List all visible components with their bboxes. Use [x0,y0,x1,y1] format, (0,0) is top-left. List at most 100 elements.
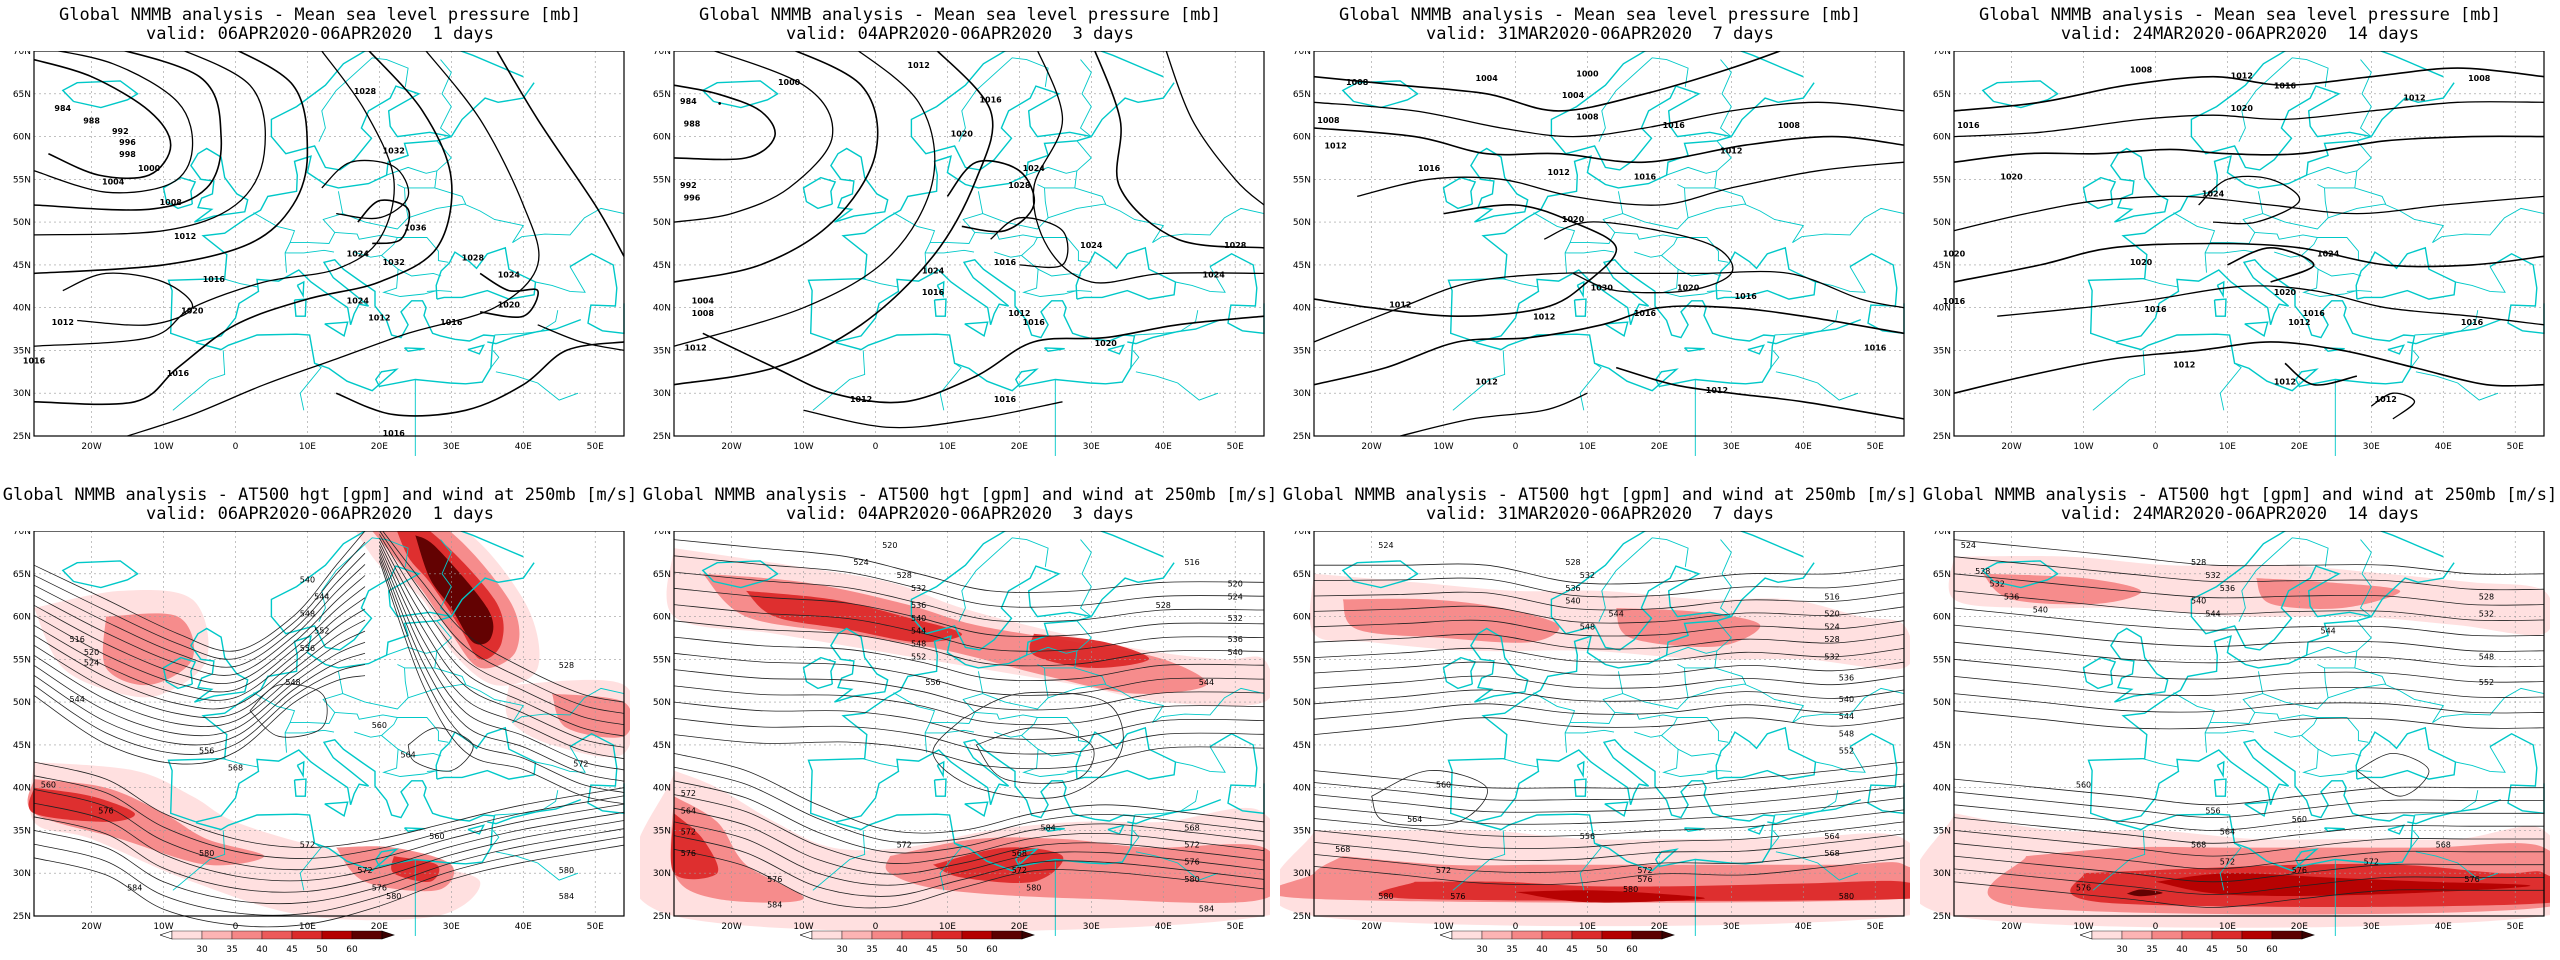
lon-label: 40E [1155,922,1172,932]
lat-label: 60N [653,613,671,623]
lat-label: 25N [1933,432,1951,442]
lat-label: 25N [13,432,31,442]
panel-title: Global NMMB analysis - Mean sea level pr… [1979,5,2501,25]
colorbar-tick: 60 [986,945,998,955]
contour-label: 572 [1012,866,1027,875]
lat-label: 70N [1293,51,1311,57]
contour-label: 1016 [167,369,190,378]
colorbar-bin [1631,930,1663,940]
lon-label: 10E [299,442,316,452]
panel-title: Global NMMB analysis - AT500 hgt [gpm] a… [2,485,638,505]
contour-label: 532 [1990,580,2005,589]
contour-label: 1016 [1634,172,1657,181]
contour-label: 1032 [383,147,405,156]
contour-label: 1028 [462,254,485,263]
contour-label: 532 [1824,652,1839,661]
lat-label: 50N [1293,218,1311,228]
lat-label: 60N [1293,613,1311,623]
lat-label: 40N [1933,304,1951,314]
contour-label: 548 [285,678,300,687]
contour-label: 1012 [2288,318,2310,327]
contour-label: 572 [1184,841,1199,850]
lat-label: 50N [653,218,671,228]
contour-label: 520 [1228,580,1243,589]
contour-label: 1028 [354,87,377,96]
panel-valid-period: valid: 31MAR2020-06APR2020 7 days [1426,504,1774,524]
lat-label: 25N [1933,912,1951,922]
contour-label: 580 [1839,892,1854,901]
lon-label: 20W [721,922,741,932]
colorbar-tick: 50 [956,945,968,955]
contour-label: 524 [1378,541,1393,550]
contour-label: 1016 [1957,121,1980,130]
lat-label: 30N [653,869,671,879]
lat-label: 35N [1293,826,1311,836]
contour-label: 540 [1565,597,1580,606]
contour-label: 532 [1580,571,1595,580]
map-panel-mslp-1d: Global NMMB analysis - Mean sea level pr… [0,0,640,480]
isobar-contours [673,51,1265,429]
contour-label: 1012 [52,318,74,327]
contour-label: 560 [2292,815,2307,824]
contour-label: 1008 [1778,121,1801,130]
contour-label: 1016 [2274,82,2297,91]
contour-label: 1012 [1008,309,1030,318]
contour-label: 1016 [2144,305,2167,314]
contour-label: 1012 [174,232,196,241]
contour-label: 1030 [1591,284,1614,293]
contour-label: 576 [2292,866,2307,875]
contour-label: 1020 [2231,104,2254,113]
lat-label: 25N [1293,432,1311,442]
colorbar-tick: 30 [1476,945,1488,955]
contour-label: 532 [2205,571,2220,580]
contour-label: 568 [2191,841,2206,850]
contour-label: 998 [119,150,136,159]
contour-label: 584 [127,883,142,892]
lon-label: 10E [2219,922,2236,932]
lon-label: 10E [939,922,956,932]
colorbar-bin [2211,930,2243,940]
contour-label: 548 [300,610,315,619]
lat-label: 60N [653,133,671,143]
contour-label: 1016 [2303,309,2326,318]
lat-label: 70N [1933,51,1951,57]
contour-label: 528 [2191,558,2206,567]
coastlines [1981,531,2545,936]
wind-colorbar: 30 35 40 45 50 60 [2080,930,2315,955]
colorbar-bin [1451,930,1483,940]
contour-labels: 5245285325365405285325365405445285325485… [1961,541,2494,892]
lat-label: 45N [1293,741,1311,751]
lat-label: 30N [653,389,671,399]
contour-label: 552 [911,652,926,661]
contour-label: 580 [1378,892,1393,901]
panel-valid-period: valid: 31MAR2020-06APR2020 7 days [1426,24,1774,44]
contour-label: 576 [1637,875,1652,884]
lon-label: 20E [371,442,388,452]
wind-shading [1280,573,1910,927]
map-panel-z500-1d: Global NMMB analysis - AT500 hgt [gpm] a… [0,480,640,960]
contour-label: 540 [911,614,926,623]
panel-title: Global NMMB analysis - AT500 hgt [gpm] a… [1922,485,2558,505]
lat-label: 50N [1933,698,1951,708]
contour-label: 540 [1228,648,1243,657]
axis-labels: 70N 65N 60N 55N 50N 45N 40N 35N 30N 25N 20W 10W 0 10E… [653,51,1244,452]
wind-colorbar: 30 35 40 45 50 60 [160,930,395,955]
panel-valid-period: valid: 06APR2020-06APR2020 1 days [146,24,494,44]
lat-label: 45N [653,741,671,751]
colorbar-tick: 40 [2176,945,2188,955]
lon-label: 0 [873,922,879,932]
panel-valid-period: valid: 24MAR2020-06APR2020 14 days [2060,504,2420,524]
contour-label: 572 [897,841,912,850]
colorbar-tick: 35 [2146,945,2157,955]
lon-label: 20E [1651,922,1668,932]
map-frame [33,531,625,917]
contour-label: 1016 [2461,318,2484,327]
contour-labels: 5165205245445405445485525565485605285725… [41,575,589,901]
contour-label: 544 [314,592,329,601]
lon-label: 40E [1795,922,1812,932]
colorbar-bin [1601,930,1633,940]
colorbar-bin [1571,930,1603,940]
colorbar-bin [811,930,843,940]
map-plot: 5165205245445405445485525565485605285725… [13,531,630,936]
